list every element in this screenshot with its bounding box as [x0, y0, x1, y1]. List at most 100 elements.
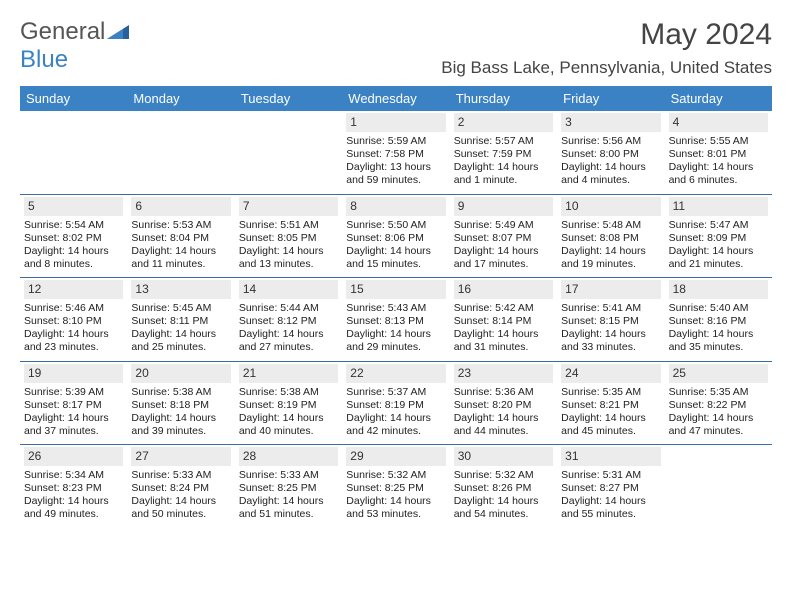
day-header: Tuesday	[235, 86, 342, 111]
header: General May 2024 Big Bass Lake, Pennsylv…	[0, 0, 792, 82]
sunset-line: Sunset: 8:22 PM	[669, 399, 768, 412]
sunrise-line: Sunrise: 5:53 AM	[131, 219, 230, 232]
sunset-line: Sunset: 8:01 PM	[669, 148, 768, 161]
daylight-line: Daylight: 14 hours and 49 minutes.	[24, 495, 123, 521]
sunset-line: Sunset: 8:19 PM	[239, 399, 338, 412]
day-number: 24	[561, 364, 660, 383]
sunset-line: Sunset: 7:59 PM	[454, 148, 553, 161]
day-cell	[127, 111, 234, 194]
sunset-line: Sunset: 8:05 PM	[239, 232, 338, 245]
day-cell: 8Sunrise: 5:50 AMSunset: 8:06 PMDaylight…	[342, 195, 449, 278]
day-cell: 7Sunrise: 5:51 AMSunset: 8:05 PMDaylight…	[235, 195, 342, 278]
sunrise-line: Sunrise: 5:39 AM	[24, 386, 123, 399]
sunrise-line: Sunrise: 5:31 AM	[561, 469, 660, 482]
day-number: 13	[131, 280, 230, 299]
sunset-line: Sunset: 8:25 PM	[239, 482, 338, 495]
sunrise-line: Sunrise: 5:54 AM	[24, 219, 123, 232]
day-cell: 19Sunrise: 5:39 AMSunset: 8:17 PMDayligh…	[20, 362, 127, 445]
day-header: Thursday	[450, 86, 557, 111]
day-number: 17	[561, 280, 660, 299]
day-number: 31	[561, 447, 660, 466]
sunset-line: Sunset: 8:18 PM	[131, 399, 230, 412]
day-number: 20	[131, 364, 230, 383]
day-number: 14	[239, 280, 338, 299]
sunset-line: Sunset: 8:08 PM	[561, 232, 660, 245]
daylight-line: Daylight: 14 hours and 47 minutes.	[669, 412, 768, 438]
day-cell: 9Sunrise: 5:49 AMSunset: 8:07 PMDaylight…	[450, 195, 557, 278]
day-cell: 28Sunrise: 5:33 AMSunset: 8:25 PMDayligh…	[235, 445, 342, 528]
day-cell: 27Sunrise: 5:33 AMSunset: 8:24 PMDayligh…	[127, 445, 234, 528]
sunrise-line: Sunrise: 5:38 AM	[239, 386, 338, 399]
day-number: 19	[24, 364, 123, 383]
day-number: 23	[454, 364, 553, 383]
sunrise-line: Sunrise: 5:42 AM	[454, 302, 553, 315]
calendar-week: 12Sunrise: 5:46 AMSunset: 8:10 PMDayligh…	[20, 277, 772, 361]
sunrise-line: Sunrise: 5:32 AM	[454, 469, 553, 482]
daylight-line: Daylight: 14 hours and 1 minute.	[454, 161, 553, 187]
day-cell: 12Sunrise: 5:46 AMSunset: 8:10 PMDayligh…	[20, 278, 127, 361]
daylight-line: Daylight: 14 hours and 39 minutes.	[131, 412, 230, 438]
calendar-week: 26Sunrise: 5:34 AMSunset: 8:23 PMDayligh…	[20, 444, 772, 528]
sunset-line: Sunset: 8:27 PM	[561, 482, 660, 495]
sunset-line: Sunset: 8:10 PM	[24, 315, 123, 328]
sunrise-line: Sunrise: 5:36 AM	[454, 386, 553, 399]
sunset-line: Sunset: 8:20 PM	[454, 399, 553, 412]
day-cell: 29Sunrise: 5:32 AMSunset: 8:25 PMDayligh…	[342, 445, 449, 528]
day-number: 28	[239, 447, 338, 466]
day-number: 2	[454, 113, 553, 132]
sunset-line: Sunset: 8:15 PM	[561, 315, 660, 328]
daylight-line: Daylight: 14 hours and 21 minutes.	[669, 245, 768, 271]
daylight-line: Daylight: 14 hours and 35 minutes.	[669, 328, 768, 354]
day-number: 7	[239, 197, 338, 216]
calendar: SundayMondayTuesdayWednesdayThursdayFrid…	[0, 82, 792, 528]
daylight-line: Daylight: 14 hours and 54 minutes.	[454, 495, 553, 521]
daylight-line: Daylight: 14 hours and 42 minutes.	[346, 412, 445, 438]
sunrise-line: Sunrise: 5:47 AM	[669, 219, 768, 232]
sunset-line: Sunset: 8:07 PM	[454, 232, 553, 245]
daylight-line: Daylight: 14 hours and 8 minutes.	[24, 245, 123, 271]
logo-triangle-icon	[107, 21, 129, 44]
sunrise-line: Sunrise: 5:44 AM	[239, 302, 338, 315]
day-cell: 14Sunrise: 5:44 AMSunset: 8:12 PMDayligh…	[235, 278, 342, 361]
sunrise-line: Sunrise: 5:35 AM	[561, 386, 660, 399]
day-cell: 15Sunrise: 5:43 AMSunset: 8:13 PMDayligh…	[342, 278, 449, 361]
sunrise-line: Sunrise: 5:48 AM	[561, 219, 660, 232]
sunrise-line: Sunrise: 5:33 AM	[131, 469, 230, 482]
day-cell	[235, 111, 342, 194]
daylight-line: Daylight: 14 hours and 40 minutes.	[239, 412, 338, 438]
day-cell: 10Sunrise: 5:48 AMSunset: 8:08 PMDayligh…	[557, 195, 664, 278]
calendar-week: 5Sunrise: 5:54 AMSunset: 8:02 PMDaylight…	[20, 194, 772, 278]
logo-text-general: General	[20, 18, 105, 46]
day-cell	[665, 445, 772, 528]
calendar-week: 1Sunrise: 5:59 AMSunset: 7:58 PMDaylight…	[20, 111, 772, 194]
sunrise-line: Sunrise: 5:43 AM	[346, 302, 445, 315]
day-cell: 30Sunrise: 5:32 AMSunset: 8:26 PMDayligh…	[450, 445, 557, 528]
day-cell: 24 Sunrise: 5:35 AMSunset: 8:21 PMDayligh…	[557, 362, 664, 445]
sunset-line: Sunset: 7:58 PM	[346, 148, 445, 161]
day-number: 15	[346, 280, 445, 299]
day-cell: 22Sunrise: 5:37 AMSunset: 8:19 PMDayligh…	[342, 362, 449, 445]
sunset-line: Sunset: 8:02 PM	[24, 232, 123, 245]
daylight-line: Daylight: 14 hours and 23 minutes.	[24, 328, 123, 354]
sunrise-line: Sunrise: 5:37 AM	[346, 386, 445, 399]
day-number: 26	[24, 447, 123, 466]
day-number: 1	[346, 113, 445, 132]
logo: General	[20, 18, 131, 46]
sunset-line: Sunset: 8:06 PM	[346, 232, 445, 245]
sunrise-line: Sunrise: 5:32 AM	[346, 469, 445, 482]
sunrise-line: Sunrise: 5:40 AM	[669, 302, 768, 315]
sunset-line: Sunset: 8:24 PM	[131, 482, 230, 495]
daylight-line: Daylight: 14 hours and 27 minutes.	[239, 328, 338, 354]
sunrise-line: Sunrise: 5:50 AM	[346, 219, 445, 232]
sunset-line: Sunset: 8:21 PM	[561, 399, 660, 412]
day-number: 6	[131, 197, 230, 216]
day-cell: 13Sunrise: 5:45 AMSunset: 8:11 PMDayligh…	[127, 278, 234, 361]
day-number: 12	[24, 280, 123, 299]
sunset-line: Sunset: 8:19 PM	[346, 399, 445, 412]
day-number: 30	[454, 447, 553, 466]
calendar-header-row: SundayMondayTuesdayWednesdayThursdayFrid…	[20, 86, 772, 111]
day-header: Monday	[127, 86, 234, 111]
day-number: 27	[131, 447, 230, 466]
day-number: 9	[454, 197, 553, 216]
daylight-line: Daylight: 14 hours and 45 minutes.	[561, 412, 660, 438]
